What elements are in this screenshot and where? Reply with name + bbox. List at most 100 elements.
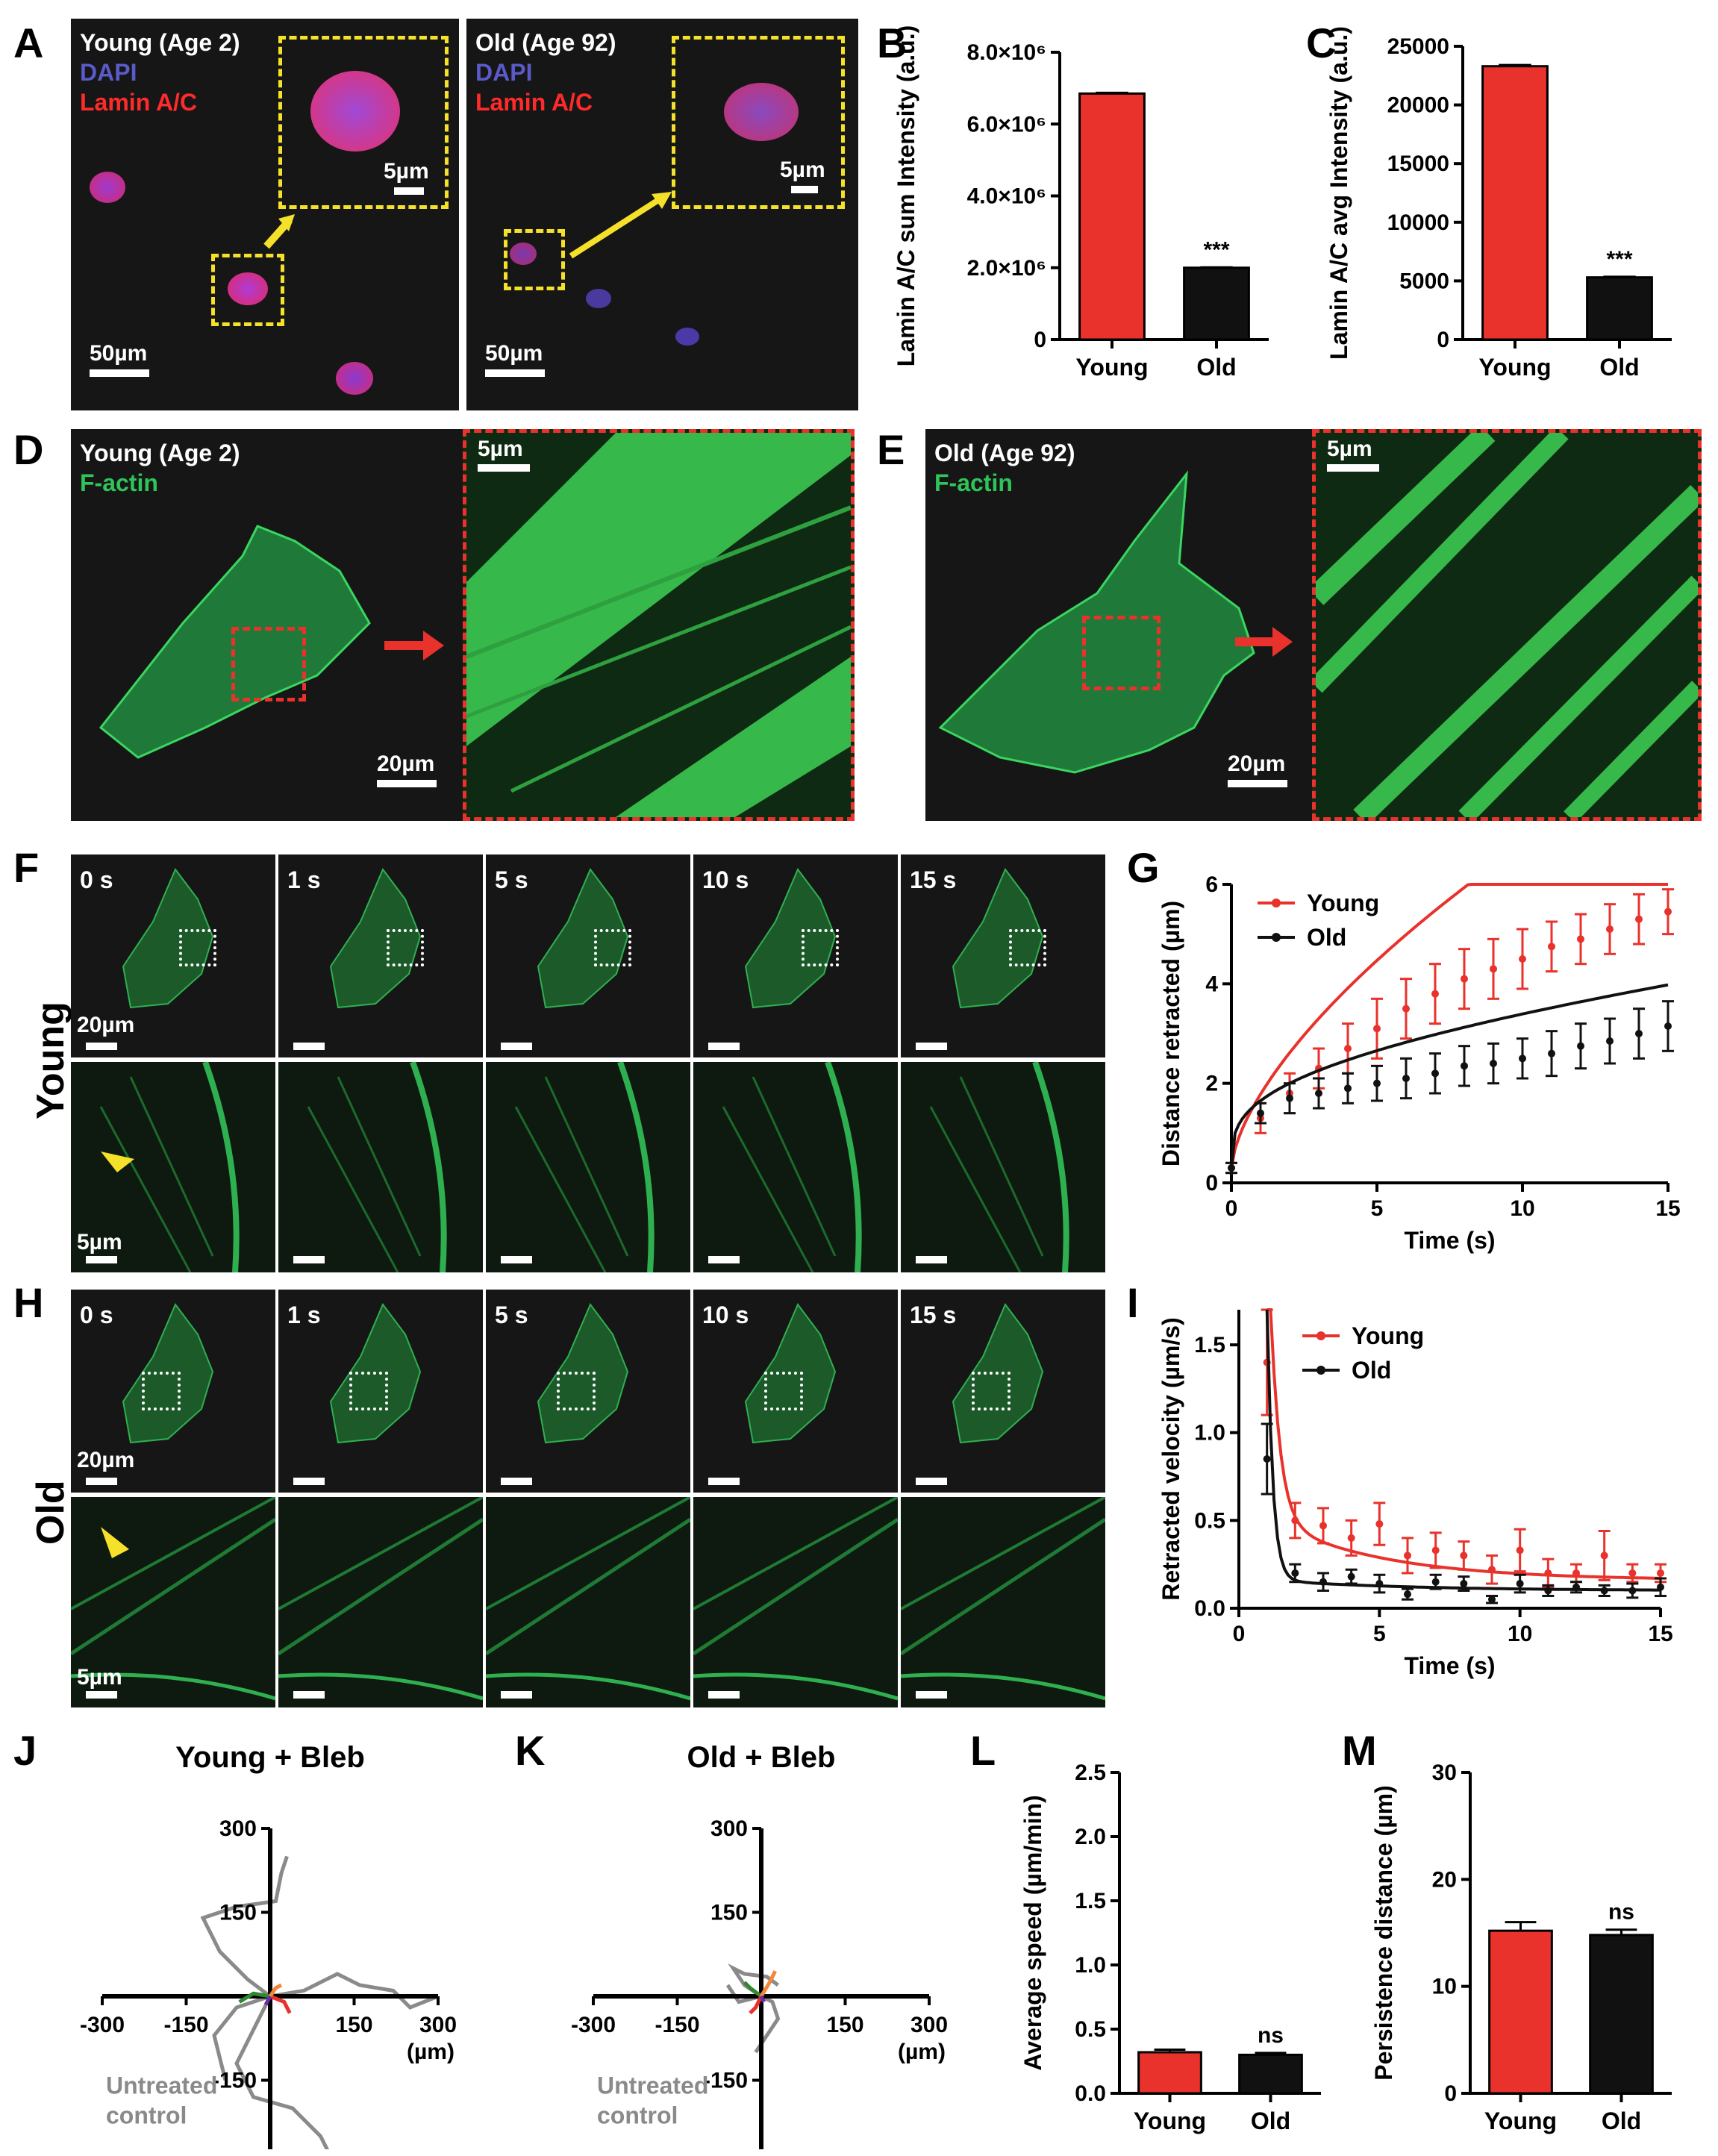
series-line-young (1266, 1308, 1661, 1580)
scale-bar (478, 464, 530, 472)
frame-overview: 10 s (693, 854, 898, 1057)
x-tick-label: 15 (1648, 1622, 1672, 1646)
data-point (1544, 1569, 1552, 1577)
data-point (1431, 1069, 1439, 1078)
actin-fibers (1316, 433, 1698, 817)
timelapse-frame: 10 s (693, 854, 898, 1272)
frame-time-label: 0 s (80, 866, 113, 893)
y-tick-label: 2.0×10⁶ (967, 256, 1046, 281)
micrograph-e-old: Old (Age 92) F-actin 5µm 20µm (925, 429, 1702, 821)
scale-bar (86, 1691, 117, 1699)
scale-bar-label: 50µm (485, 341, 543, 366)
y-tick-label: 25000 (1387, 34, 1449, 59)
nucleus-zoom (724, 83, 799, 141)
y-tick-label: 0 (1034, 328, 1046, 352)
data-point (1291, 1569, 1299, 1577)
data-point (1286, 1094, 1293, 1102)
data-point (1375, 1580, 1384, 1588)
data-point (1516, 1580, 1524, 1588)
y-axis-label: Lamin A/C avg Intensity (a.u.) (1325, 26, 1352, 360)
frame-zoom (486, 1062, 690, 1272)
data-point (1431, 1578, 1440, 1586)
panel-label-k: K (515, 1727, 546, 1774)
y-tick-label: 2.5 (1075, 1760, 1106, 1785)
data-point (1635, 915, 1643, 923)
panel-label-e: E (877, 426, 905, 473)
data-point (1460, 1552, 1468, 1560)
zoom-arrow (569, 192, 672, 259)
panel-label-l: L (970, 1727, 996, 1774)
scale-bar-label: 20µm (1228, 752, 1286, 776)
data-point (1577, 1042, 1584, 1050)
y-tick-label: 150 (710, 1901, 748, 1925)
timelapse-frame: 1 s (278, 854, 483, 1272)
scale-bar-label: 5µm (1327, 437, 1372, 461)
frame-overview: 5 s (486, 854, 690, 1057)
frame-overview: 5 s (486, 1290, 690, 1493)
panel-label-d: D (13, 426, 44, 473)
zoom-box (349, 1372, 388, 1410)
frame-overview: 0 s 20µm (71, 854, 275, 1057)
bleb-track (759, 1995, 766, 2003)
data-point (1257, 1109, 1264, 1117)
y-tick-label: 2 (1205, 1072, 1218, 1096)
y-tick-label: 1.5 (1194, 1333, 1225, 1357)
data-point (1606, 1037, 1614, 1045)
control-track (234, 1995, 330, 2149)
y-tick-label: 300 (710, 1816, 748, 1841)
x-tick-label: Old (1196, 354, 1236, 381)
x-tick-label: -300 (571, 2013, 616, 2037)
series-line-young (1230, 883, 1668, 1169)
scale-bar (708, 1256, 740, 1263)
frame-overview: 10 s (693, 1290, 898, 1493)
x-tick-label: 10 (1508, 1622, 1532, 1646)
nucleus-zoom (310, 71, 400, 151)
frame-zoom (693, 1062, 898, 1272)
panel-label-h: H (13, 1279, 44, 1326)
y-tick-label: 10 (1432, 1975, 1457, 1999)
data-point (1488, 1566, 1496, 1574)
data-point (1347, 1572, 1355, 1581)
bar-old (1183, 266, 1250, 341)
panel-label-m: M (1342, 1727, 1377, 1774)
data-point (1600, 1587, 1608, 1595)
channel-label: DAPI (80, 59, 137, 86)
scale-bar (377, 780, 437, 787)
panel-label-g: G (1127, 844, 1160, 891)
scale-bar (708, 1691, 740, 1699)
x-tick-label: -150 (163, 2013, 208, 2037)
bleb-track (749, 1995, 763, 2015)
x-tick-label: 5 (1373, 1622, 1386, 1646)
x-tick-label: -150 (655, 2013, 699, 2037)
y-tick-label: 2.0 (1075, 1825, 1106, 1849)
legend-label: Young (1307, 890, 1379, 916)
note-label: control (106, 2102, 187, 2129)
bar-young (1488, 1929, 1553, 2095)
data-point (1635, 1030, 1643, 1037)
legend-marker (1272, 899, 1281, 907)
chart-g: 0 2 4 6 0 5 10 15 Time (s) Distance retracted (µm… (1158, 872, 1681, 1254)
frame-overview: 1 s (278, 1290, 483, 1493)
scale-bar (501, 1043, 532, 1050)
actin-fibers (466, 433, 851, 817)
data-point (1291, 1516, 1299, 1525)
bar-old (1586, 276, 1653, 341)
scale-bar (293, 1256, 325, 1263)
timelapse-frame: 15 s (901, 1290, 1105, 1707)
zoom-arrow (263, 214, 295, 249)
data-point (1375, 1520, 1384, 1528)
x-tick-label: 150 (826, 2013, 863, 2037)
note-label: control (597, 2102, 678, 2129)
arrowhead-icon (101, 1527, 129, 1558)
frame-overview: 1 s (278, 854, 483, 1057)
data-point (1461, 975, 1468, 983)
axis-unit: (µm) (898, 2040, 946, 2064)
bleb-track (759, 1970, 777, 1998)
y-tick-label: -150 (212, 2069, 257, 2093)
data-point (1319, 1578, 1327, 1586)
legend-label: Old (1307, 924, 1346, 951)
bar-young (1481, 65, 1549, 341)
timelapse-frame: 10 s (693, 1290, 898, 1707)
zoom-inset: 5µm (463, 429, 855, 821)
chart-m: 0 10 20 30 Young Old ns Persistence distance (µ… (1370, 1760, 1672, 2134)
